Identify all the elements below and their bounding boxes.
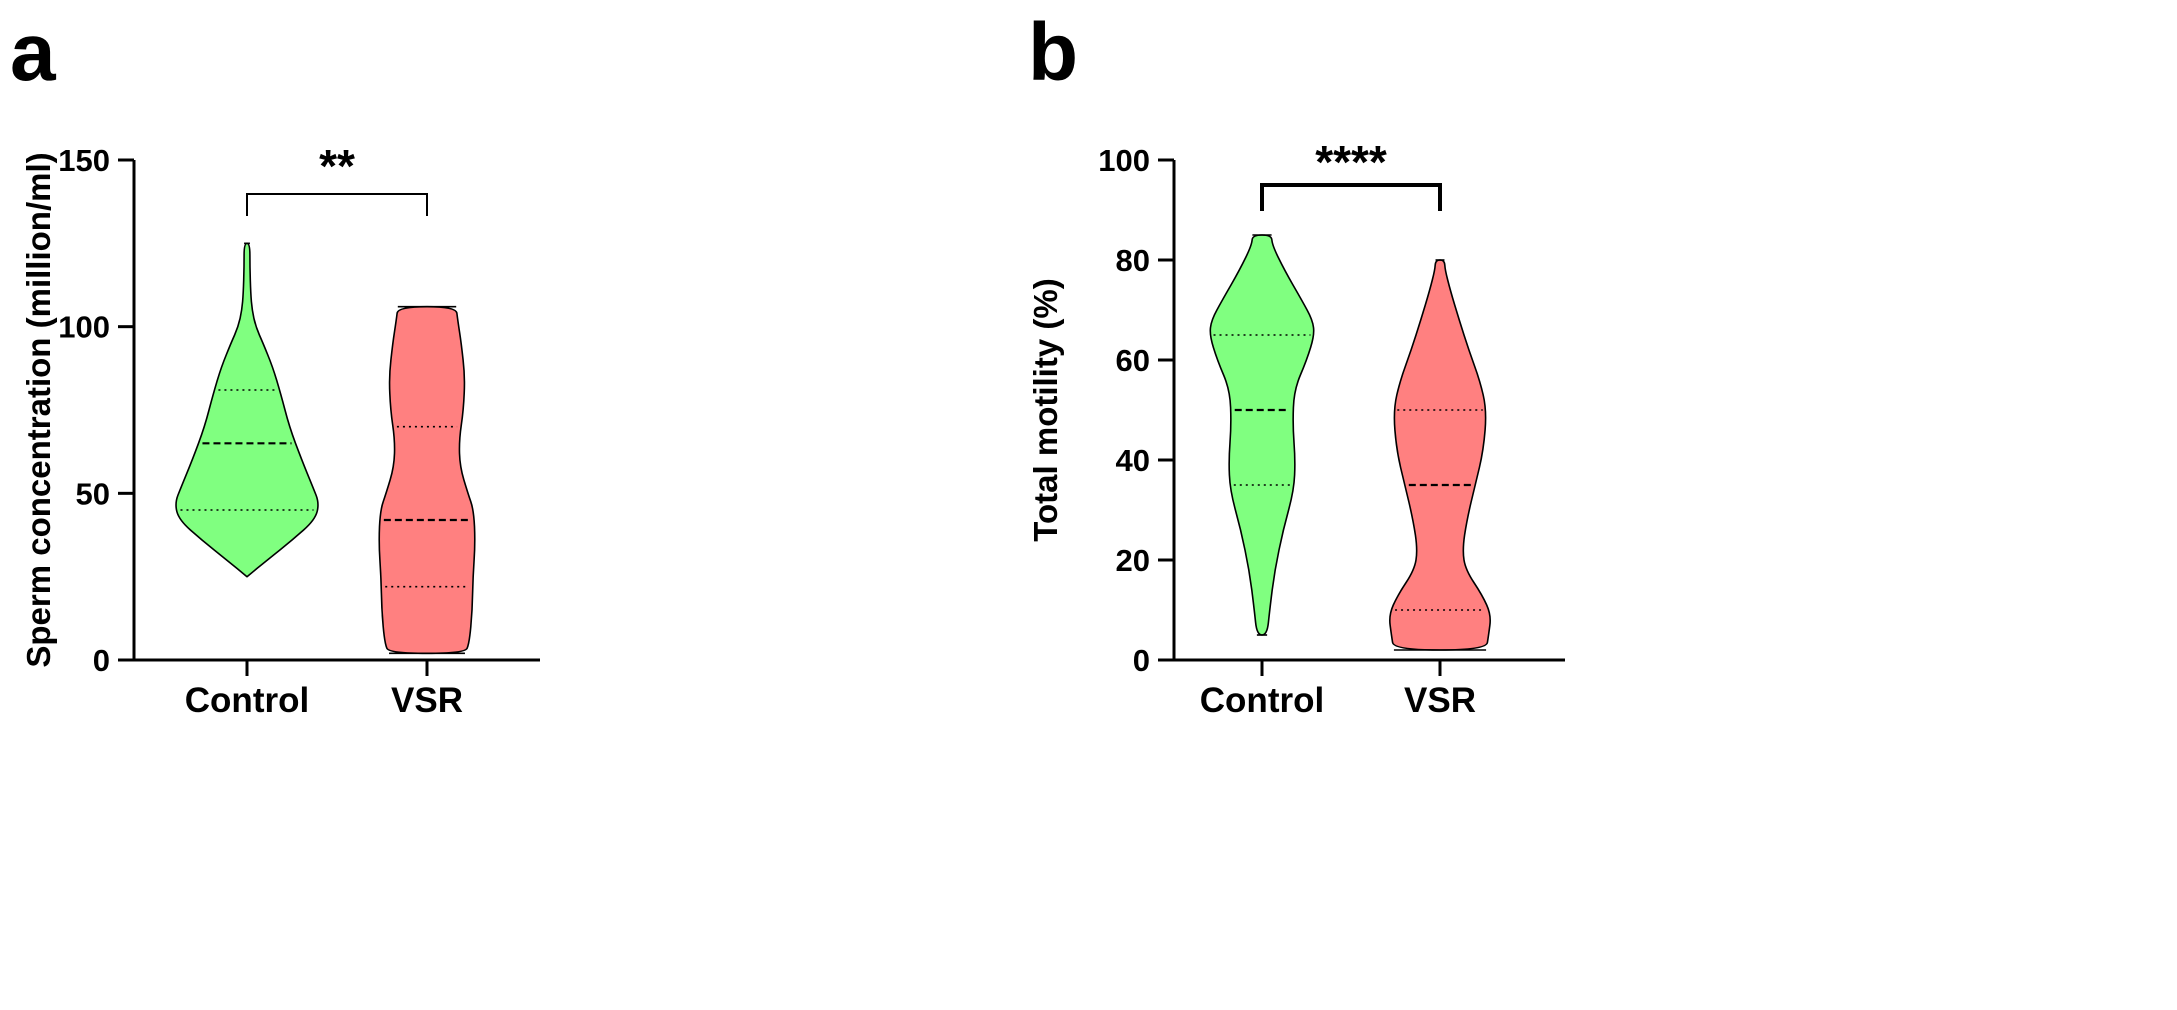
significance-label: **** (1315, 136, 1387, 188)
y-axis-label: Total motility (%) (1027, 278, 1064, 541)
y-tick-label: 60 (1116, 343, 1150, 378)
y-tick-label: 100 (58, 310, 110, 345)
y-tick-label: 150 (58, 143, 110, 178)
violin-vsr (378, 305, 476, 655)
x-tick-label: Control (1200, 681, 1324, 720)
x-tick-label: VSR (391, 681, 463, 720)
significance-label: ** (319, 140, 355, 192)
x-tick-label: VSR (1404, 681, 1476, 720)
y-tick-label: 40 (1116, 443, 1150, 478)
y-tick-label: 20 (1116, 543, 1150, 578)
panel-b: b 0 20 40 60 80 100 Control VSR Total motility (%… (1027, 7, 1565, 720)
y-tick-label: 50 (76, 476, 110, 511)
panel-a: a 0 50 100 150 Control VSR Sperm concentration … (10, 7, 540, 720)
significance-bracket (1260, 183, 1442, 211)
y-tick-label: 0 (1133, 643, 1150, 678)
x-tick-label: Control (185, 681, 309, 720)
violin-control (1209, 234, 1315, 636)
y-tick-label: 0 (93, 643, 110, 678)
violin-vsr (1389, 259, 1491, 651)
y-tick-label: 80 (1116, 243, 1150, 278)
y-axis-label: Sperm concentration (million/ml) (20, 152, 57, 667)
significance-bracket (246, 193, 428, 216)
panel-label: a (10, 7, 57, 98)
y-tick-label: 100 (1098, 143, 1150, 178)
panel-label: b (1028, 7, 1078, 98)
violin-control (175, 242, 319, 578)
